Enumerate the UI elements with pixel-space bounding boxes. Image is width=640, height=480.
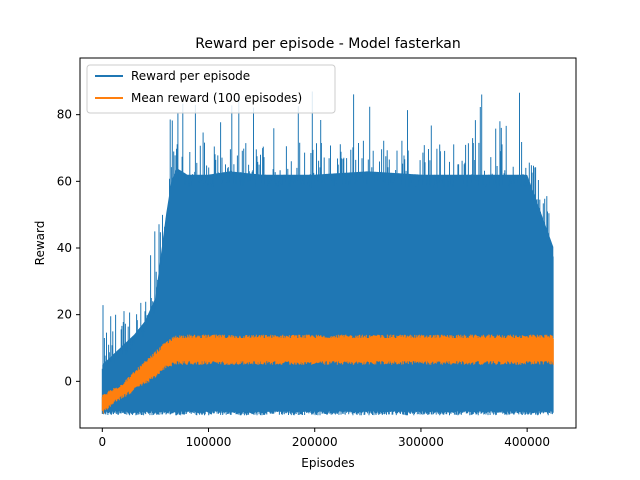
x-tick-label: 200000 — [292, 435, 338, 449]
y-tick-label: 60 — [57, 174, 72, 188]
series-noise — [101, 334, 554, 414]
legend-frame — [86, 64, 336, 114]
y-tick-label: 80 — [57, 108, 72, 122]
y-tick-label: 20 — [57, 308, 72, 322]
x-tick-label: 100000 — [186, 435, 232, 449]
x-tick-label: 0 — [98, 435, 106, 449]
y-axis: 0 20 40 60 80 — [57, 108, 80, 388]
y-axis-label: Reward — [33, 221, 47, 266]
x-axis: 0 100000 200000 300000 400000 — [98, 428, 550, 449]
legend-label-mean: Mean reward (100 episodes) — [131, 91, 302, 105]
x-tick-label: 400000 — [504, 435, 550, 449]
legend: Reward per episode Mean reward (100 epis… — [86, 64, 336, 114]
axes-frame — [79, 57, 577, 429]
series-1 — [101, 334, 554, 414]
y-tick-label: 0 — [64, 374, 72, 388]
x-tick-label: 300000 — [398, 435, 444, 449]
chart-title: Reward per episode - Model fasterkan — [195, 36, 460, 52]
plot-area — [101, 91, 554, 416]
legend-label-reward: Reward per episode — [131, 69, 250, 83]
y-tick-label: 40 — [57, 241, 72, 255]
x-axis-label: Episodes — [301, 456, 354, 470]
